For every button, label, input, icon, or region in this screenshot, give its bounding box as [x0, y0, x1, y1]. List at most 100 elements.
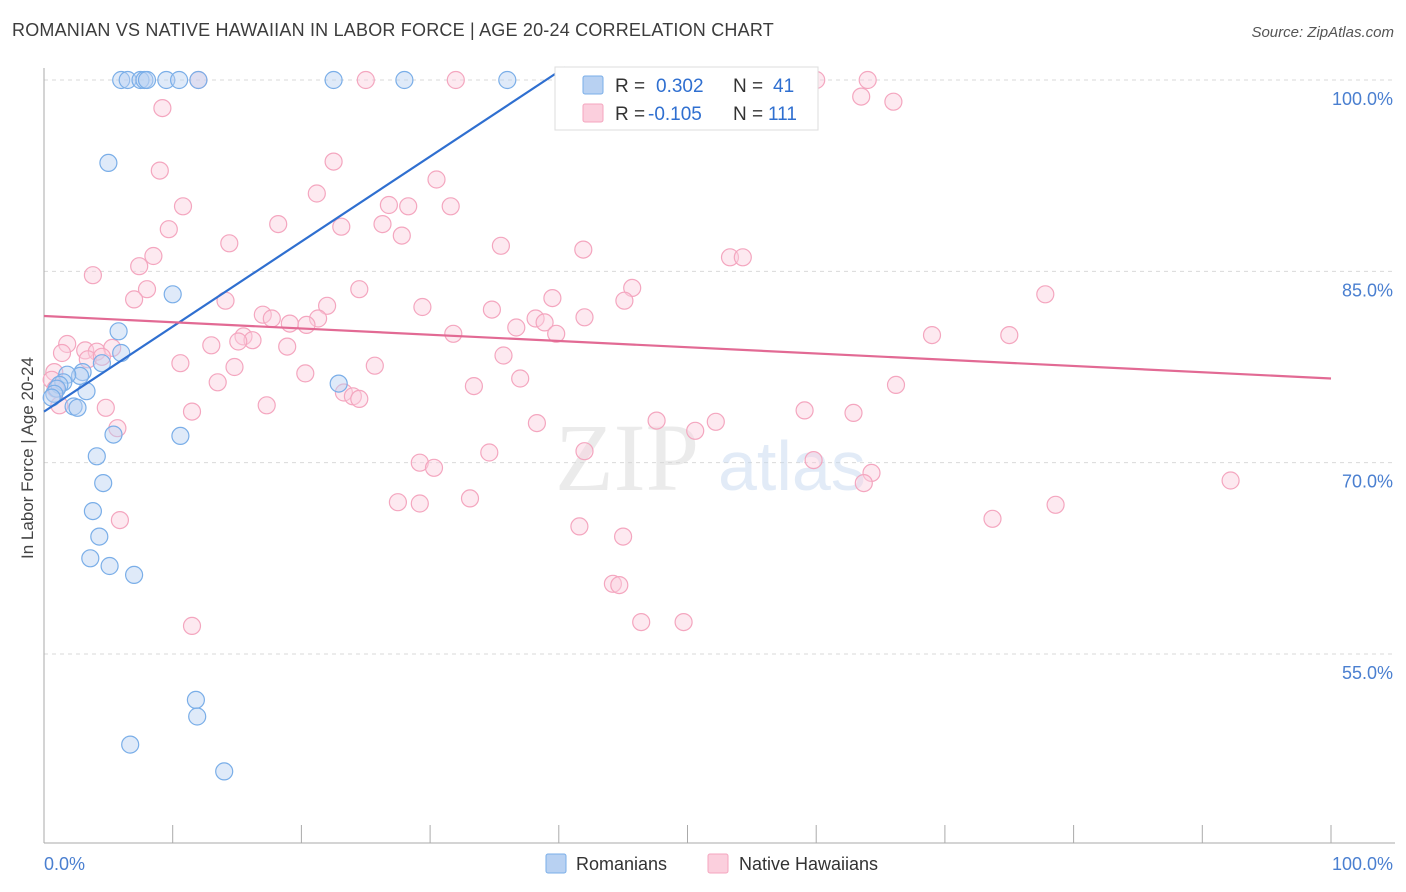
hawaiian-point-31	[83, 266, 103, 285]
hawaiian-point-23	[392, 226, 411, 245]
romanian-point-39	[121, 735, 140, 754]
romanian-point-7	[189, 70, 208, 90]
hawaiian-point-13	[427, 170, 446, 189]
romanian-point-12	[163, 285, 182, 304]
hawaiian-point-114	[674, 612, 693, 632]
bottom-legend-romanians: Romanians	[576, 854, 667, 874]
romanian-point-10	[498, 70, 517, 90]
legend-swatch-hawaiians	[582, 103, 604, 123]
hawaiian-point-105	[1046, 495, 1065, 514]
y-tick-label-2: 70.0%	[1342, 472, 1393, 492]
hawaiian-point-42	[482, 300, 501, 319]
y-tick-label-1: 85.0%	[1342, 280, 1393, 300]
hawaiian-point-10	[153, 98, 172, 118]
romanian-point-37	[186, 690, 205, 710]
watermark-zip: ZIP	[555, 404, 699, 511]
trend-lines	[43, 66, 1332, 413]
chart-title: ROMANIAN VS NATIVE HAWAIIAN IN LABOR FOR…	[12, 20, 774, 40]
romanian-point-38	[188, 707, 207, 726]
hawaiian-point-97	[410, 453, 429, 472]
hawaiian-point-57	[243, 331, 262, 350]
hawaiian-point-14	[307, 184, 326, 203]
hawaiian-point-71	[225, 357, 244, 377]
hawaiian-point-112	[182, 616, 202, 636]
x-tick-label-1: 100.0%	[1332, 854, 1393, 874]
romanian-point-33	[90, 527, 109, 546]
hawaiian-point-33	[350, 280, 369, 299]
bottom-legend-hawaiians: Native Hawaiians	[739, 854, 878, 874]
legend-r-value-2: -0.105	[648, 104, 702, 125]
romanian-point-4	[137, 70, 157, 90]
hawaiian-point-99	[862, 463, 881, 482]
romanian-point-21	[47, 379, 67, 398]
hawaiian-point-107	[983, 509, 1002, 528]
hawaiian-point-25	[491, 236, 510, 255]
hawaiian-point-85	[96, 398, 115, 417]
tick-labels: 100.0% 85.0% 70.0% 55.0% 0.0% 100.0%	[44, 89, 1393, 874]
romanian-point-11	[99, 153, 118, 172]
hawaiian-point-89	[647, 411, 666, 430]
hawaiian-point-98	[424, 458, 444, 477]
hawaiian-point-100	[854, 474, 873, 493]
hawaiian-point-54	[922, 326, 942, 345]
hawaiian-point-40	[318, 296, 337, 315]
hawaiian-point-20	[269, 215, 288, 234]
hawaiian-point-30	[130, 257, 149, 276]
hawaiian-point-110	[603, 574, 623, 593]
hawaiian-point-106	[110, 510, 130, 530]
legend: R = 0.302 N = 41 R = -0.105 N = 111	[554, 66, 819, 131]
romanian-point-15	[92, 354, 112, 373]
hawaiian-point-111	[610, 575, 629, 595]
hawaiian-point-109	[613, 527, 633, 546]
hawaiian-point-88	[844, 403, 863, 422]
gridlines	[44, 79, 1395, 655]
hawaiian-point-59	[202, 336, 221, 355]
hawaiian-point-96	[804, 451, 823, 470]
hawaiian-point-83	[350, 389, 369, 408]
hawaiian-point-75	[208, 373, 227, 392]
axes	[43, 68, 1395, 844]
romanian-point-40	[215, 762, 234, 781]
hawaiian-point-6	[858, 70, 877, 90]
romanian-point-35	[100, 556, 119, 576]
romanian-point-14	[112, 343, 131, 363]
hawaiian-point-90	[706, 412, 725, 431]
x-tick-label-0: 0.0%	[44, 854, 85, 874]
hawaiian-point-28	[720, 248, 740, 267]
hawaiian-point-53	[547, 324, 566, 343]
legend-n-label-2: N =	[733, 104, 763, 125]
hawaiian-point-48	[526, 309, 545, 328]
hawaiian-point-32	[137, 280, 157, 299]
y-tick-label-3: 55.0%	[1342, 663, 1393, 683]
legend-r-label-2: R =	[615, 104, 645, 125]
hawaiian-point-69	[171, 354, 190, 373]
hawaiian-point-21	[332, 217, 351, 236]
legend-n-value-1: 41	[773, 76, 794, 97]
watermark-atlas: atlas	[718, 427, 866, 505]
romanian-point-8	[324, 70, 343, 90]
hawaiian-point-76	[886, 375, 906, 394]
hawaiian-point-94	[480, 443, 499, 462]
hawaiian-point-70	[365, 356, 384, 375]
hawaiian-point-35	[1036, 285, 1055, 304]
hawaiian-point-27	[144, 246, 163, 266]
hawaiian-point-29	[733, 248, 752, 267]
hawaiian-point-39	[615, 291, 634, 310]
romanian-trend-line	[43, 66, 566, 413]
hawaiian-point-56	[234, 327, 253, 346]
hawaiian-point-52	[444, 324, 463, 343]
hawaiian-point-62	[52, 343, 72, 363]
hawaiian-point-9	[884, 92, 903, 111]
hawaiian-point-61	[58, 334, 77, 354]
legend-n-label-1: N =	[733, 76, 763, 97]
hawaiian-point-38	[543, 289, 562, 308]
hawaiian-point-49	[575, 308, 594, 327]
hawaiian-point-26	[574, 240, 593, 259]
hawaiian-point-87	[795, 401, 814, 420]
hawaiian-point-41	[413, 297, 432, 317]
hawaiian-point-2	[446, 70, 465, 90]
romanian-point-32	[83, 502, 103, 521]
hawaiian-point-47	[297, 315, 316, 334]
hawaiian-point-51	[507, 318, 526, 337]
